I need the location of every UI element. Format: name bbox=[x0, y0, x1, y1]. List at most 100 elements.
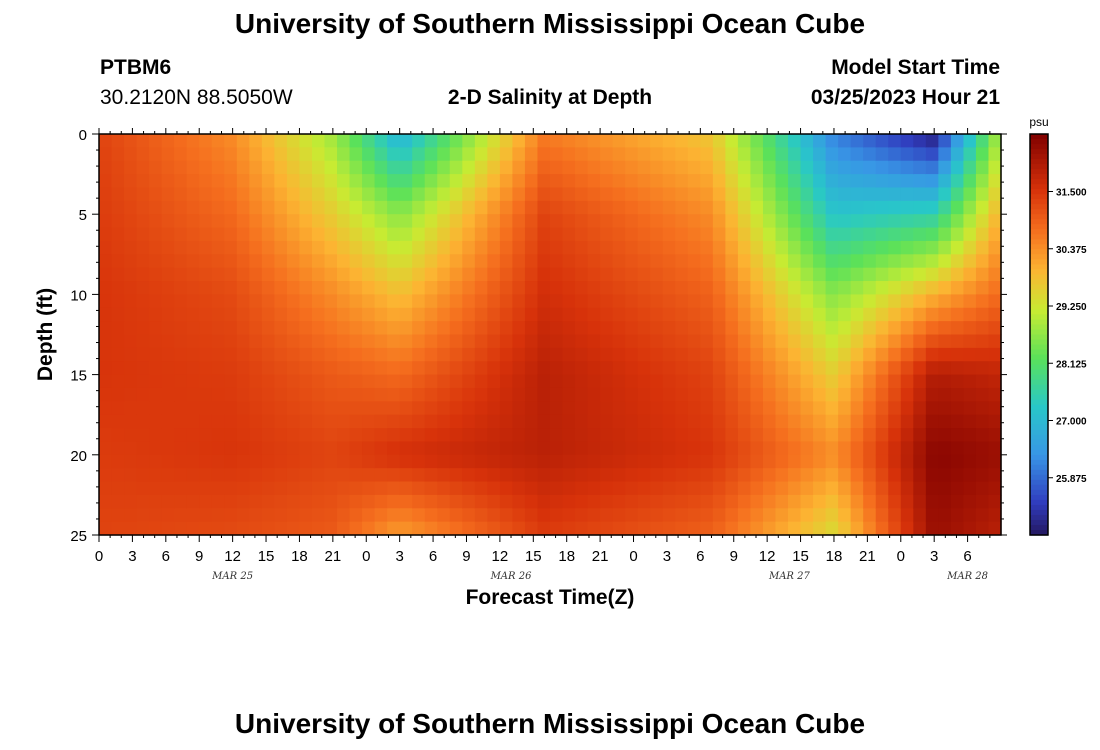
heatmap-cell bbox=[462, 521, 476, 536]
heatmap-cell bbox=[600, 414, 614, 429]
heatmap-cell bbox=[988, 187, 1002, 202]
heatmap-cell bbox=[575, 214, 589, 229]
heatmap-cell bbox=[938, 307, 952, 322]
heatmap-cell bbox=[174, 254, 188, 269]
heatmap-cell bbox=[675, 414, 689, 429]
heatmap-cell bbox=[512, 454, 526, 469]
heatmap-cell bbox=[174, 227, 188, 242]
heatmap-cell bbox=[136, 334, 150, 349]
heatmap-cell bbox=[99, 254, 113, 269]
heatmap-cell bbox=[625, 227, 639, 242]
heatmap-cell bbox=[399, 441, 413, 456]
heatmap-cell bbox=[424, 200, 438, 215]
heatmap-cell bbox=[286, 307, 301, 322]
heatmap-cell bbox=[111, 147, 125, 162]
heatmap-cell bbox=[550, 468, 564, 483]
heatmap-cell bbox=[437, 468, 451, 483]
heatmap-cell bbox=[387, 174, 401, 189]
heatmap-cell bbox=[186, 387, 200, 402]
heatmap-cell bbox=[236, 134, 250, 148]
heatmap-cell bbox=[537, 481, 551, 496]
heatmap-cell bbox=[286, 361, 301, 376]
heatmap-cell bbox=[838, 214, 852, 229]
heatmap-cell bbox=[900, 227, 914, 242]
heatmap-cell bbox=[600, 147, 614, 162]
heatmap-cell bbox=[625, 414, 639, 429]
heatmap-cell bbox=[424, 134, 438, 148]
heatmap-cell bbox=[211, 521, 225, 536]
heatmap-cell bbox=[236, 521, 250, 536]
heatmap-cell bbox=[224, 187, 238, 202]
colorbar-segment bbox=[1030, 364, 1048, 371]
heatmap-cell bbox=[387, 307, 401, 322]
heatmap-cell bbox=[900, 401, 914, 416]
heatmap-cell bbox=[399, 240, 413, 255]
heatmap-cell bbox=[612, 494, 626, 509]
heatmap-cell bbox=[550, 267, 564, 282]
heatmap-cell bbox=[612, 200, 626, 215]
colorbar-segment bbox=[1030, 169, 1048, 175]
heatmap-cell bbox=[788, 281, 802, 295]
heatmap-cell bbox=[575, 240, 589, 255]
heatmap-cell bbox=[600, 294, 614, 309]
heatmap-cell bbox=[650, 214, 664, 229]
heatmap-cell bbox=[550, 387, 564, 402]
heatmap-cell bbox=[474, 254, 488, 269]
heatmap-cell bbox=[662, 187, 676, 202]
heatmap-cell bbox=[737, 240, 752, 255]
heatmap-cell bbox=[537, 521, 551, 536]
heatmap-cell bbox=[412, 387, 426, 402]
heatmap-cell bbox=[449, 374, 463, 389]
heatmap-cell bbox=[562, 347, 576, 362]
heatmap-cell bbox=[925, 481, 939, 496]
heatmap-cell bbox=[838, 521, 852, 536]
heatmap-cell bbox=[737, 200, 752, 215]
heatmap-cell bbox=[725, 401, 739, 416]
heatmap-cell bbox=[286, 494, 301, 509]
heatmap-cell bbox=[900, 374, 914, 389]
heatmap-cell bbox=[612, 321, 626, 336]
heatmap-cell bbox=[236, 187, 250, 202]
heatmap-cell bbox=[575, 321, 589, 336]
heatmap-cell bbox=[750, 347, 764, 362]
heatmap-cell bbox=[988, 387, 1002, 402]
heatmap-cell bbox=[988, 481, 1002, 496]
heatmap-cell bbox=[337, 508, 351, 523]
heatmap-cell bbox=[888, 200, 902, 215]
heatmap-cell bbox=[236, 494, 250, 509]
heatmap-cell bbox=[211, 494, 225, 509]
heatmap-cell bbox=[762, 147, 777, 162]
heatmap-cell bbox=[850, 414, 864, 429]
heatmap-cell bbox=[149, 200, 163, 215]
heatmap-cell bbox=[274, 187, 288, 202]
x-tick-label: 0 bbox=[897, 548, 905, 565]
heatmap-cell bbox=[550, 428, 564, 443]
heatmap-cell bbox=[662, 414, 676, 429]
heatmap-cell bbox=[249, 200, 263, 215]
heatmap-cell bbox=[337, 187, 351, 202]
heatmap-cell bbox=[349, 414, 363, 429]
heatmap-cell bbox=[149, 347, 163, 362]
colorbar-segment bbox=[1030, 319, 1048, 326]
heatmap-cell bbox=[437, 521, 451, 536]
heatmap-cell bbox=[600, 521, 614, 536]
heatmap-cell bbox=[199, 267, 213, 282]
heatmap-cell bbox=[888, 174, 902, 189]
heatmap-cell bbox=[311, 294, 326, 309]
heatmap-cell bbox=[261, 494, 275, 509]
heatmap-cell bbox=[261, 321, 275, 336]
heatmap-cell bbox=[124, 334, 138, 349]
heatmap-cell bbox=[362, 160, 376, 175]
heatmap-cell bbox=[124, 347, 138, 362]
heatmap-cell bbox=[99, 361, 113, 376]
heatmap-cell bbox=[362, 281, 376, 295]
heatmap-cell bbox=[637, 267, 651, 282]
heatmap-cell bbox=[737, 347, 752, 362]
heatmap-cell bbox=[387, 147, 401, 162]
heatmap-cell bbox=[412, 321, 426, 336]
heatmap-cell bbox=[412, 200, 426, 215]
heatmap-cell bbox=[387, 387, 401, 402]
heatmap-cell bbox=[625, 281, 639, 295]
heatmap-cell bbox=[124, 294, 138, 309]
heatmap-cell bbox=[274, 200, 288, 215]
